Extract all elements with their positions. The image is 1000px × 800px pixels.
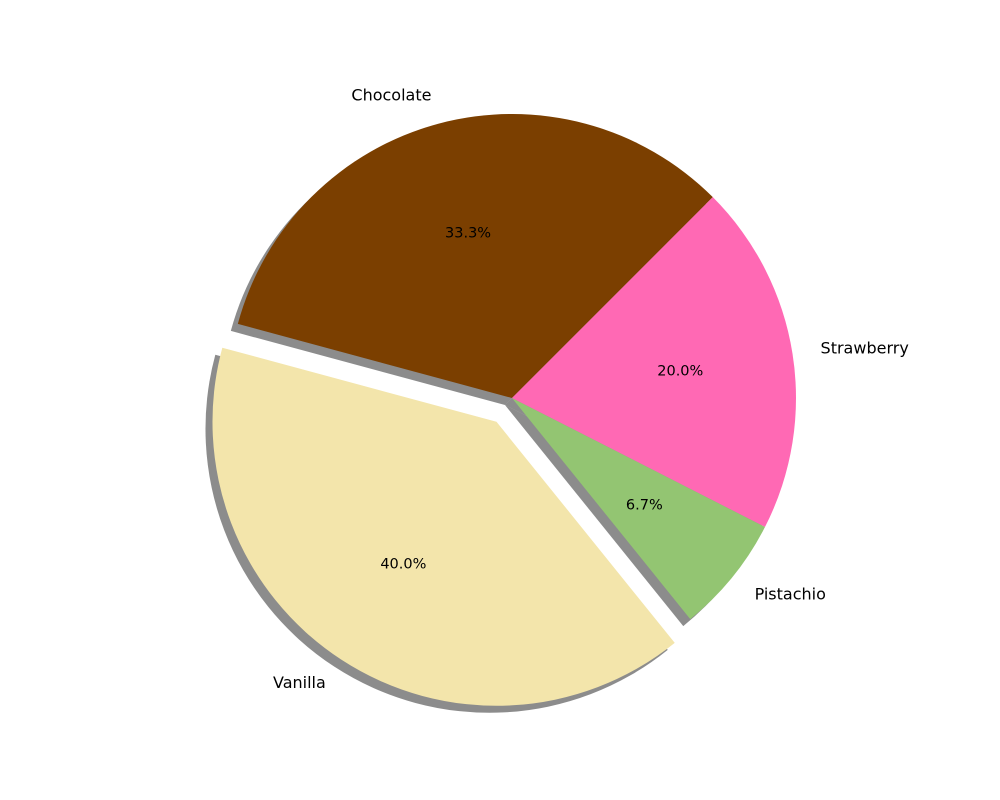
pct-label-chocolate: 33.3% <box>445 225 491 241</box>
pie-label-layer: Chocolate 33.3% Vanilla 40.0% Pistachio 6.7% S… <box>273 86 909 692</box>
pie-slice-pistachio <box>512 398 766 620</box>
pct-label-pistachio: 6.7% <box>626 497 663 513</box>
pct-label-strawberry: 20.0% <box>657 363 703 379</box>
pct-label-vanilla: 40.0% <box>380 557 426 573</box>
pie-slice-layer <box>212 114 796 706</box>
pie-slice-vanilla <box>212 347 675 706</box>
slice-label-chocolate: Chocolate <box>351 86 431 105</box>
slice-label-pistachio: Pistachio <box>755 584 826 603</box>
slice-label-strawberry: Strawberry <box>821 339 909 358</box>
slice-label-vanilla: Vanilla <box>273 673 326 692</box>
pie-slice-chocolate <box>237 114 713 399</box>
pie-slice-strawberry <box>512 197 796 527</box>
